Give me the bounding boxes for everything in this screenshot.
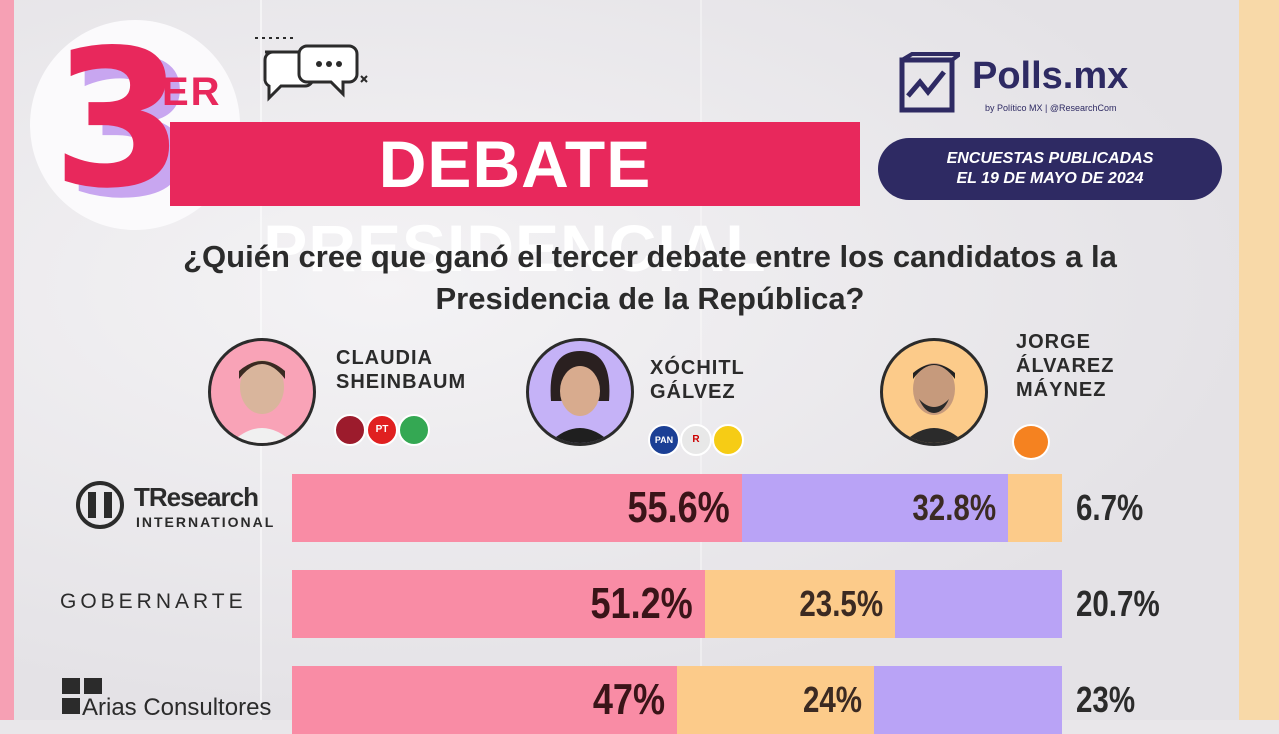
bar-segment [705, 570, 895, 638]
candidate-name-sheinbaum: CLAUDIA SHEINBAUM [336, 347, 467, 393]
bar-row: 51.2% 23.5% 20.7% [292, 570, 1160, 638]
pollster-name: TResearch [134, 482, 259, 512]
party-morena-icon [334, 414, 366, 446]
bar-row: 47% 24% 23% [292, 666, 1135, 734]
party-pri-icon: R [680, 424, 712, 456]
bar-segment [292, 474, 742, 542]
ordinal-suffix: ER [162, 70, 222, 114]
pollster-name: GOBERNARTE [60, 590, 247, 613]
data-label: 20.7% [1076, 583, 1160, 624]
chat-bubbles-icon [255, 37, 368, 102]
bar-segment [292, 570, 705, 638]
pollster-gobernarte: GOBERNARTE [60, 590, 280, 614]
party-mc-icon [1012, 424, 1050, 460]
candidate-name-galvez: XÓCHITL GÁLVEZ [650, 357, 745, 403]
data-label: 6.7% [1076, 487, 1144, 528]
polls-logo-icon [899, 52, 960, 113]
data-label: 55.6% [627, 483, 730, 532]
bar-segment [1008, 474, 1062, 542]
bar-segment [895, 570, 1062, 638]
date-line-1: ENCUESTAS PUBLICADAS [946, 150, 1154, 167]
publication-date-badge: ENCUESTAS PUBLICADAS EL 19 DE MAYO DE 20… [878, 138, 1222, 200]
paper-crease [700, 0, 702, 720]
person-icon [231, 360, 293, 443]
avatar-claudia-sheinbaum [208, 338, 316, 446]
pollster-subname: INTERNATIONAL [136, 514, 276, 530]
person-icon [549, 351, 611, 443]
title-banner: DEBATE PRESIDENCIAL [170, 122, 860, 285]
brand-logo-text: Polls.mx [972, 55, 1129, 97]
party-pt-icon: PT [366, 414, 398, 446]
data-label: 32.8% [912, 487, 996, 528]
party-prd-icon [712, 424, 744, 456]
brand-logo-subtitle: by Político MX | @ResearchCom [985, 103, 1117, 113]
data-label: 24% [802, 679, 862, 720]
data-label: 23% [1076, 679, 1136, 720]
date-line-2: EL 19 DE MAYO DE 2024 [956, 170, 1144, 187]
chart-question: ¿Quién cree que ganó el tercer debate en… [183, 239, 1117, 316]
data-label: 23.5% [799, 583, 883, 624]
pollster-name: Arias Consultores [82, 694, 272, 721]
data-label: 47% [592, 675, 665, 724]
bar-segment [742, 474, 1008, 542]
candidate-name-maynez: JORGE ÁLVAREZ MÁYNEZ [1016, 331, 1115, 401]
party-pan-icon: PAN [648, 424, 680, 456]
tresearch-logo-icon [76, 481, 124, 529]
arias-logo-icon [62, 678, 102, 714]
data-label: 51.2% [590, 579, 693, 628]
avatar-jorge-alvarez-maynez [880, 338, 988, 446]
avatar-xochitl-galvez [526, 338, 634, 446]
party-pvem-icon [398, 414, 430, 446]
debate-number: 3 [52, 9, 185, 230]
bar-segment [874, 666, 1062, 734]
person-icon [903, 363, 965, 443]
bar-row: 55.6% 32.8% 6.7% [292, 474, 1143, 542]
